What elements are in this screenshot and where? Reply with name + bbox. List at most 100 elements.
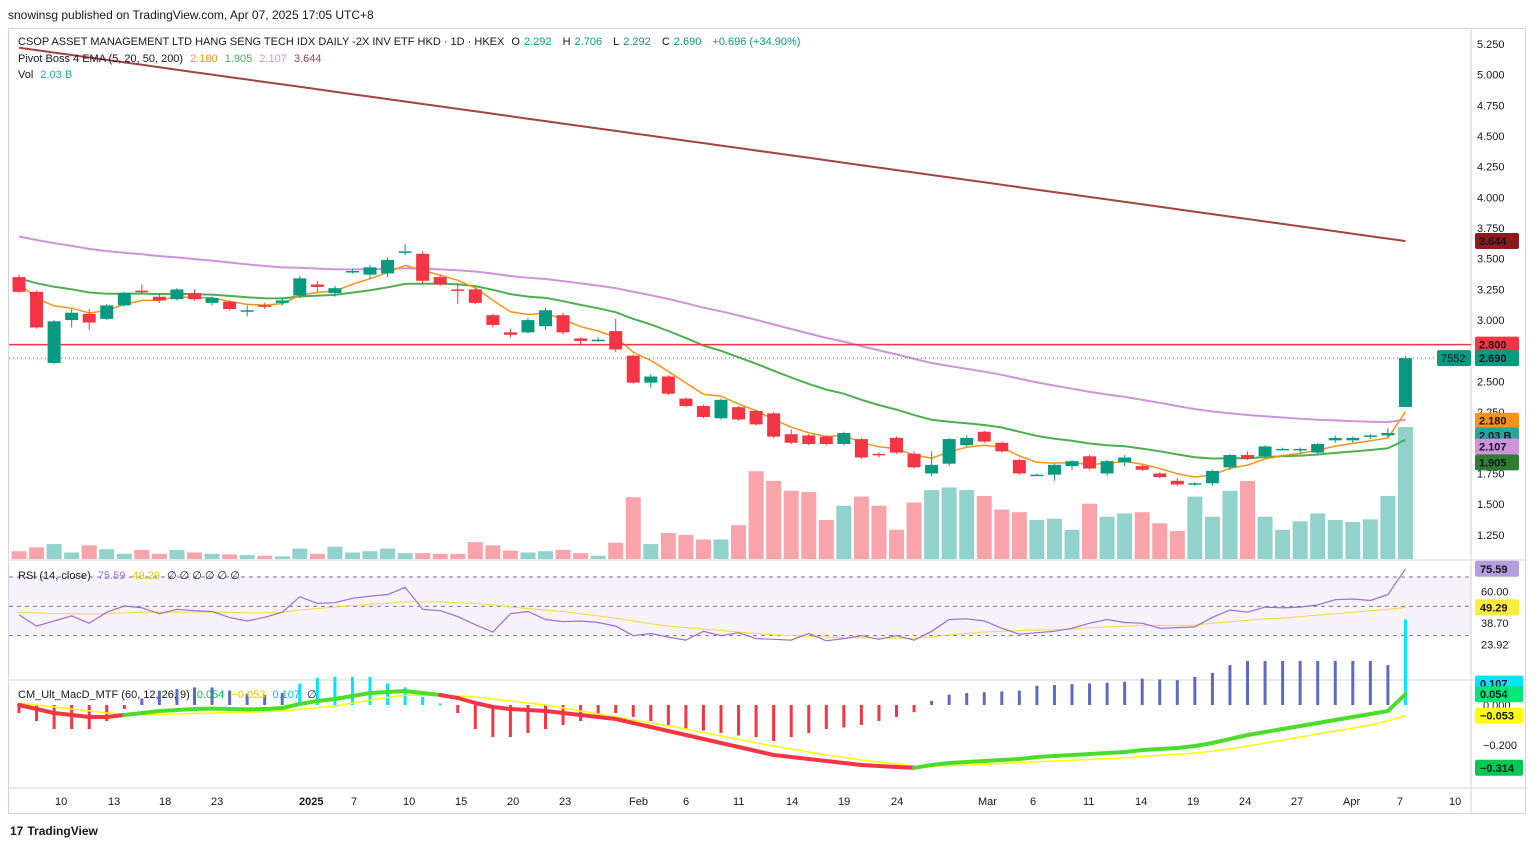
volume-bar bbox=[485, 545, 501, 559]
legend-symbol[interactable]: CSOP ASSET MANAGEMENT LTD HANG SENG TECH… bbox=[18, 36, 505, 48]
ema-label[interactable]: Pivot Boss 4 EMA (5, 20, 50, 200) bbox=[18, 53, 184, 65]
macd-histogram-bar bbox=[1052, 685, 1056, 705]
candle-body bbox=[117, 293, 131, 306]
ema5-line bbox=[18, 264, 1407, 478]
vol-label[interactable]: Vol bbox=[18, 69, 34, 81]
rsi-label[interactable]: RSI (14, close) bbox=[18, 570, 91, 582]
legend-open: 2.292 bbox=[523, 36, 552, 48]
time-axis-tick: 11 bbox=[733, 796, 744, 808]
macd-line-segment bbox=[999, 757, 1022, 762]
macd-line-segment bbox=[1070, 752, 1092, 757]
volume-bar bbox=[1152, 523, 1168, 559]
macd-histogram-bar bbox=[631, 705, 635, 717]
macd-histogram-bar bbox=[35, 705, 39, 721]
macd-histogram-bar bbox=[596, 705, 600, 717]
volume-bar bbox=[1204, 516, 1220, 559]
macd-histogram-bar bbox=[666, 705, 670, 725]
macd-line-segment bbox=[1210, 737, 1232, 745]
ema200-value: 3.644 bbox=[293, 53, 322, 65]
volume-bar bbox=[151, 553, 167, 559]
volume-bar bbox=[1362, 519, 1378, 559]
price-axis-tick: 1.250 bbox=[1477, 530, 1505, 542]
macd-line-segment bbox=[17, 703, 39, 711]
macd-line-segment bbox=[473, 701, 495, 709]
ema5-value: 2.180 bbox=[190, 53, 218, 65]
countdown-label-bg bbox=[1437, 350, 1471, 367]
macd-price-label: −0.053 bbox=[1480, 711, 1514, 723]
macd-line-segment bbox=[578, 713, 601, 719]
price-label: 3.644 bbox=[1479, 236, 1507, 248]
ema20-line bbox=[18, 277, 1406, 460]
legend-low: 2.292 bbox=[623, 36, 651, 48]
candle-body bbox=[1276, 448, 1290, 451]
macd-line-segment bbox=[719, 741, 741, 749]
macd-value-3: 0.107 bbox=[272, 689, 300, 701]
volume-bar bbox=[239, 555, 255, 559]
candle-body bbox=[661, 376, 675, 394]
macd-label[interactable]: CM_Ult_MacD_MTF (60, 12, 26, 9) bbox=[18, 689, 190, 701]
candle-body bbox=[872, 453, 886, 456]
macd-line-segment bbox=[1157, 746, 1180, 751]
chart-canvas[interactable]: 5.250 5.000 4.750 4.500 4.250 4.000 3.750 3.500… bbox=[9, 29, 1527, 815]
candle-body bbox=[240, 310, 254, 312]
time-axis-tick: 15 bbox=[455, 796, 467, 808]
candle-body bbox=[1083, 456, 1097, 469]
macd-histogram-bar bbox=[1333, 661, 1337, 705]
rsi-ma-line bbox=[18, 601, 1406, 639]
candle-body bbox=[188, 293, 201, 300]
price-axis-tick: 5.000 bbox=[1477, 70, 1505, 82]
volume-bar bbox=[625, 497, 641, 559]
legend-close: 2.690 bbox=[673, 36, 702, 48]
rsi-extra: ∅ ∅ ∅ ∅ ∅ ∅ bbox=[167, 570, 240, 582]
candle-body bbox=[345, 270, 359, 273]
chart-frame[interactable]: 5.250 5.000 4.750 4.500 4.250 4.000 3.750 3.500… bbox=[8, 28, 1527, 815]
macd-line-segment bbox=[1333, 715, 1355, 722]
macd-histogram-bar bbox=[1246, 661, 1249, 705]
ema20-value: 1.905 bbox=[224, 53, 253, 65]
volume-bar bbox=[783, 490, 799, 559]
macd-line-segment bbox=[1175, 744, 1197, 750]
rsi-price-label: 75.59 bbox=[1480, 564, 1508, 576]
macd-histogram-bar bbox=[772, 705, 776, 741]
volume-bar bbox=[1310, 513, 1326, 559]
volume-bar bbox=[1187, 496, 1203, 559]
volume-bar bbox=[432, 553, 448, 559]
macd-line-segment bbox=[1350, 712, 1373, 719]
tradingview-logo[interactable]: 17 TradingView bbox=[10, 824, 98, 838]
macd-histogram-bar bbox=[649, 705, 653, 721]
volume-bar bbox=[81, 545, 97, 559]
macd-line-segment bbox=[1315, 718, 1338, 725]
tv-logo-icon: 17 bbox=[10, 824, 24, 838]
macd-histogram-bar bbox=[1263, 661, 1267, 705]
candle-body bbox=[30, 291, 44, 328]
volume-bar bbox=[766, 480, 782, 559]
time-axis-tick: 18 bbox=[159, 796, 171, 808]
volume-bar bbox=[46, 544, 62, 559]
candle-body bbox=[1346, 437, 1360, 441]
macd-histogram-bar bbox=[807, 705, 811, 733]
macd-histogram-bar bbox=[1351, 661, 1355, 705]
price-axis-tick: 1.750 bbox=[1477, 468, 1505, 480]
volume-bar bbox=[467, 542, 483, 559]
macd-extra: ∅ bbox=[307, 689, 317, 701]
macd-line-segment bbox=[876, 764, 899, 769]
macd-line-segment bbox=[350, 691, 372, 698]
candle-body bbox=[802, 435, 816, 445]
macd-value-2: −0.053 bbox=[231, 689, 266, 701]
volume-bar bbox=[1099, 516, 1115, 559]
macd-histogram-bar bbox=[157, 690, 161, 705]
macd-histogram-bar bbox=[1281, 661, 1285, 705]
macd-histogram-bar bbox=[930, 701, 934, 705]
macd-line-segment bbox=[1087, 751, 1110, 756]
volume-bar bbox=[678, 534, 694, 559]
price-axis-tick: 5.250 bbox=[1477, 39, 1505, 51]
macd-line-segment bbox=[683, 733, 706, 741]
volume-bar bbox=[555, 549, 571, 559]
macd-histogram-bar bbox=[1035, 685, 1039, 705]
time-axis-tick: Apr bbox=[1343, 796, 1360, 808]
countdown-label: 7552 bbox=[1441, 353, 1465, 365]
macd-price-label-bg bbox=[1475, 759, 1523, 776]
volume-bar bbox=[116, 553, 132, 559]
volume-bar bbox=[608, 542, 624, 559]
macd-histogram-bar bbox=[824, 705, 828, 729]
